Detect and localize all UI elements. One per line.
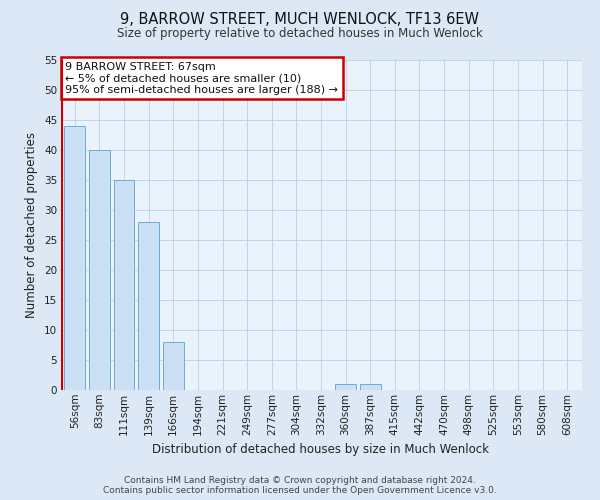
Text: 9 BARROW STREET: 67sqm
← 5% of detached houses are smaller (10)
95% of semi-deta: 9 BARROW STREET: 67sqm ← 5% of detached … [65, 62, 338, 95]
Text: Contains HM Land Registry data © Crown copyright and database right 2024.: Contains HM Land Registry data © Crown c… [124, 476, 476, 485]
Bar [163, 342, 184, 390]
Text: 9, BARROW STREET, MUCH WENLOCK, TF13 6EW: 9, BARROW STREET, MUCH WENLOCK, TF13 6EW [121, 12, 479, 28]
Text: Size of property relative to detached houses in Much Wenlock: Size of property relative to detached ho… [117, 28, 483, 40]
Bar [113, 180, 134, 390]
Bar [89, 150, 110, 390]
Bar [360, 384, 381, 390]
Bar [138, 222, 159, 390]
Y-axis label: Number of detached properties: Number of detached properties [25, 132, 38, 318]
Bar [64, 126, 85, 390]
Text: Contains public sector information licensed under the Open Government Licence v3: Contains public sector information licen… [103, 486, 497, 495]
X-axis label: Distribution of detached houses by size in Much Wenlock: Distribution of detached houses by size … [152, 443, 490, 456]
Bar [335, 384, 356, 390]
